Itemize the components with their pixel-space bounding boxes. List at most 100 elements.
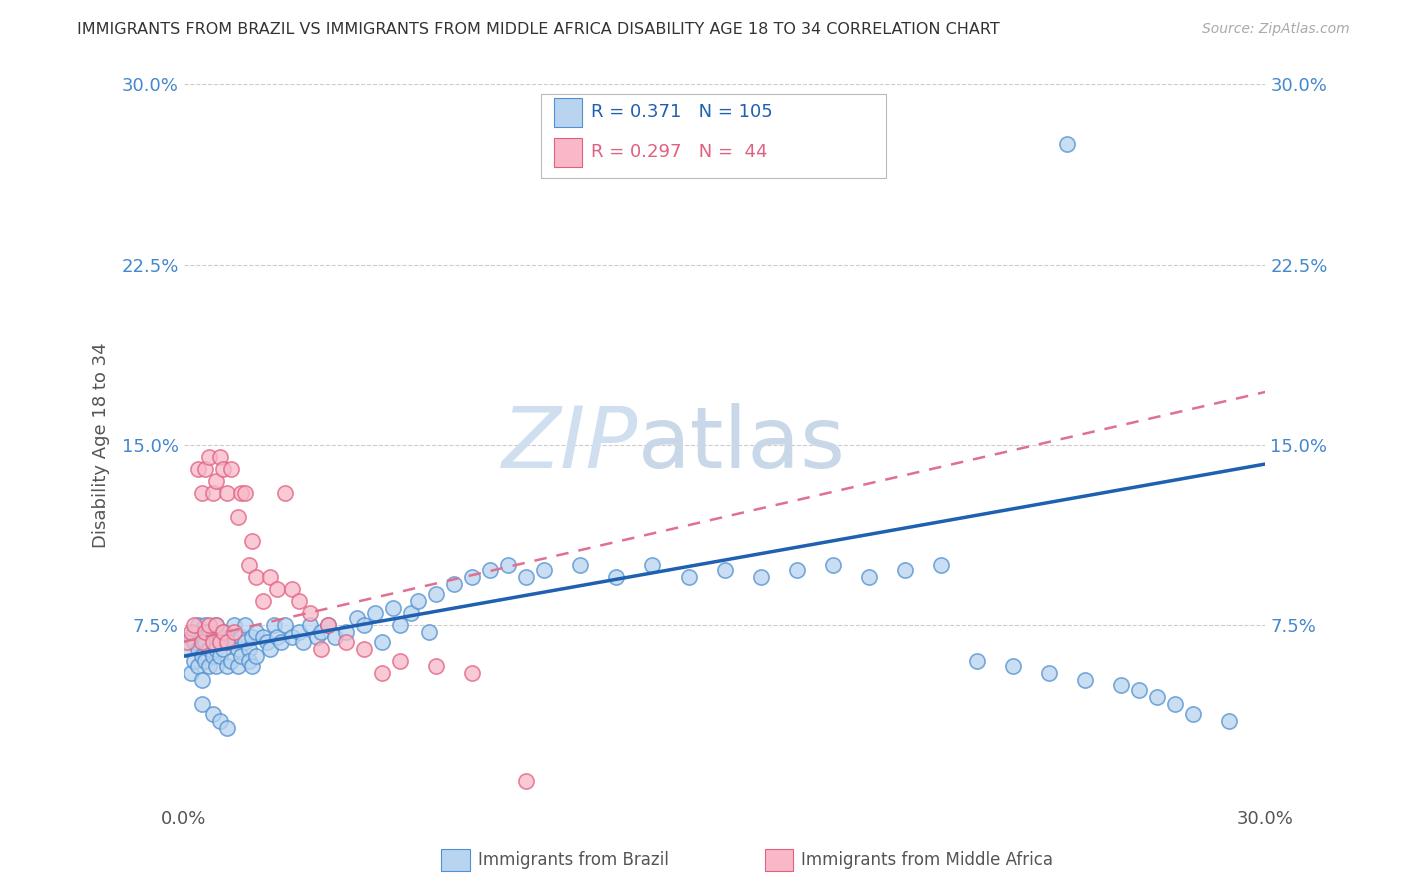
Point: [190, 673, 212, 688]
Point: [858, 570, 880, 584]
Point: [183, 625, 205, 640]
Point: [1146, 690, 1168, 704]
Point: [187, 642, 209, 657]
Point: [190, 697, 212, 711]
Point: [371, 634, 394, 648]
Point: [281, 582, 304, 596]
Point: [198, 642, 221, 657]
Point: [381, 601, 404, 615]
Point: [929, 558, 952, 572]
Point: [1056, 137, 1078, 152]
Point: [187, 658, 209, 673]
Text: atlas: atlas: [638, 403, 846, 486]
Point: [224, 618, 246, 632]
Point: [335, 625, 357, 640]
Point: [201, 706, 224, 721]
Point: [190, 649, 212, 664]
Point: [298, 618, 321, 632]
Point: [821, 558, 844, 572]
Point: [389, 618, 412, 632]
Text: ZIP: ZIP: [502, 403, 638, 486]
Point: [205, 474, 228, 488]
Point: [245, 570, 267, 584]
Point: [198, 618, 221, 632]
Point: [335, 634, 357, 648]
Text: R = 0.371   N = 105: R = 0.371 N = 105: [591, 103, 772, 121]
Point: [226, 642, 249, 657]
Point: [288, 594, 311, 608]
Point: [212, 462, 235, 476]
Point: [198, 658, 221, 673]
Point: [515, 774, 537, 789]
Point: [291, 634, 314, 648]
Point: [190, 630, 212, 644]
Point: [231, 630, 253, 644]
Point: [281, 630, 304, 644]
Point: [273, 485, 295, 500]
Point: [288, 625, 311, 640]
Point: [1002, 658, 1025, 673]
Point: [316, 618, 339, 632]
Point: [233, 618, 256, 632]
Point: [215, 658, 238, 673]
Point: [176, 642, 198, 657]
Point: [194, 654, 217, 668]
Point: [208, 634, 231, 648]
Point: [187, 618, 209, 632]
Point: [259, 642, 281, 657]
Point: [233, 485, 256, 500]
Point: [233, 634, 256, 648]
Point: [219, 462, 242, 476]
Point: [364, 606, 387, 620]
Point: [194, 634, 217, 648]
Point: [224, 634, 246, 648]
Point: [201, 485, 224, 500]
Point: [605, 570, 627, 584]
Point: [346, 611, 368, 625]
Point: [208, 634, 231, 648]
Point: [749, 570, 772, 584]
Point: [205, 658, 228, 673]
Point: [1218, 714, 1240, 728]
Point: [190, 634, 212, 648]
Point: [245, 625, 267, 640]
Point: [533, 563, 555, 577]
Point: [176, 634, 198, 648]
Point: [966, 654, 988, 668]
Point: [713, 563, 735, 577]
Point: [208, 714, 231, 728]
Point: [212, 625, 235, 640]
Point: [194, 618, 217, 632]
Point: [215, 485, 238, 500]
Point: [263, 618, 285, 632]
Point: [479, 563, 502, 577]
Point: [425, 658, 447, 673]
Point: [256, 634, 278, 648]
Point: [201, 649, 224, 664]
Point: [240, 533, 263, 548]
Point: [1164, 697, 1187, 711]
Point: [180, 625, 202, 640]
Point: [309, 642, 332, 657]
Point: [399, 606, 422, 620]
Point: [208, 649, 231, 664]
Point: [273, 618, 295, 632]
Point: [226, 658, 249, 673]
Point: [180, 665, 202, 680]
Point: [238, 654, 260, 668]
Point: [205, 618, 228, 632]
Point: [266, 630, 288, 644]
Text: R = 0.297   N =  44: R = 0.297 N = 44: [591, 144, 768, 161]
Point: [238, 642, 260, 657]
Point: [180, 630, 202, 644]
Point: [259, 570, 281, 584]
Text: Immigrants from Brazil: Immigrants from Brazil: [478, 851, 669, 869]
Point: [240, 630, 263, 644]
Text: Source: ZipAtlas.com: Source: ZipAtlas.com: [1202, 22, 1350, 37]
Point: [201, 634, 224, 648]
Point: [569, 558, 592, 572]
Point: [252, 630, 274, 644]
Point: [1182, 706, 1205, 721]
Point: [194, 462, 217, 476]
Point: [298, 606, 321, 620]
